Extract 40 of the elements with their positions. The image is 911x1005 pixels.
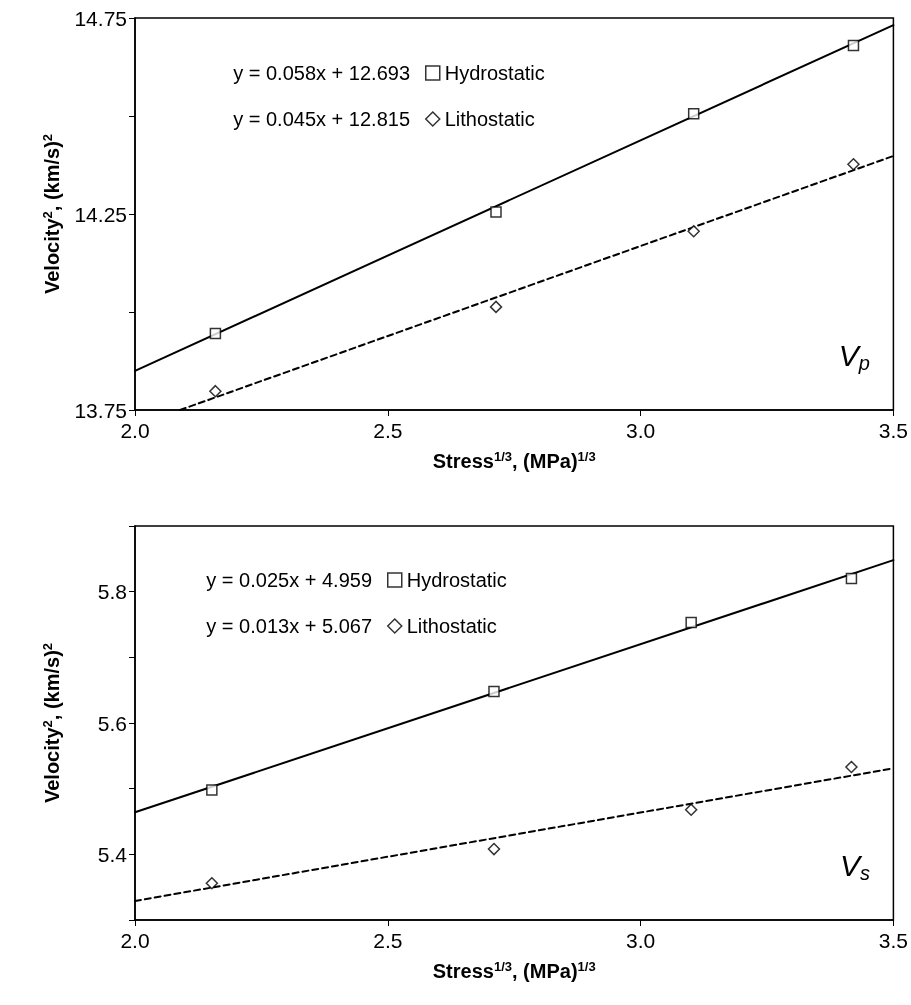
annotation: y = 0.058x + 12.693	[233, 62, 411, 84]
x-tick-label: 3.5	[878, 929, 909, 952]
point	[488, 685, 500, 698]
legend-label: Hydrostatic	[406, 569, 507, 591]
x-tick-label: 3.5	[878, 419, 909, 442]
point	[487, 842, 501, 856]
point	[490, 206, 502, 218]
point	[845, 760, 858, 774]
y-axis-title: Velocity2, (km/s)2	[40, 133, 63, 295]
point	[209, 384, 222, 398]
y-tick-label: 13.75	[74, 398, 127, 422]
legend-label: Lithostatic	[444, 108, 535, 130]
point	[687, 225, 700, 238]
point	[489, 300, 503, 314]
x-tick-label: 2.5	[373, 419, 403, 442]
annotation: y = 0.013x + 5.067	[206, 615, 372, 637]
y-tick-label: 5.4	[97, 842, 128, 866]
x-tick-label: 3.0	[626, 929, 656, 952]
x-tick-label: 3.0	[626, 419, 656, 442]
point	[205, 876, 219, 890]
legend-label: Lithostatic	[406, 615, 497, 637]
x-tick-label: 2.5	[373, 929, 403, 952]
point	[847, 157, 860, 171]
x-tick-label: 2.0	[120, 929, 150, 952]
point	[684, 803, 698, 816]
annotation: y = 0.045x + 12.815	[233, 108, 411, 130]
annotation: y = 0.025x + 4.959	[206, 569, 372, 591]
y-tick-label: 5.8	[97, 580, 127, 604]
y-axis-title: Velocity2, (km/s)2	[40, 642, 63, 804]
point	[845, 572, 858, 585]
y-tick-label: 5.6	[97, 711, 127, 735]
point	[206, 784, 218, 796]
point	[847, 39, 860, 52]
y-tick-label: 14.25	[74, 202, 127, 226]
y-tick-label: 14.75	[74, 6, 127, 30]
point	[685, 616, 697, 629]
legend-label: Hydrostatic	[444, 62, 545, 84]
x-tick-label: 2.0	[120, 419, 150, 442]
point	[209, 327, 222, 340]
point	[687, 107, 700, 120]
